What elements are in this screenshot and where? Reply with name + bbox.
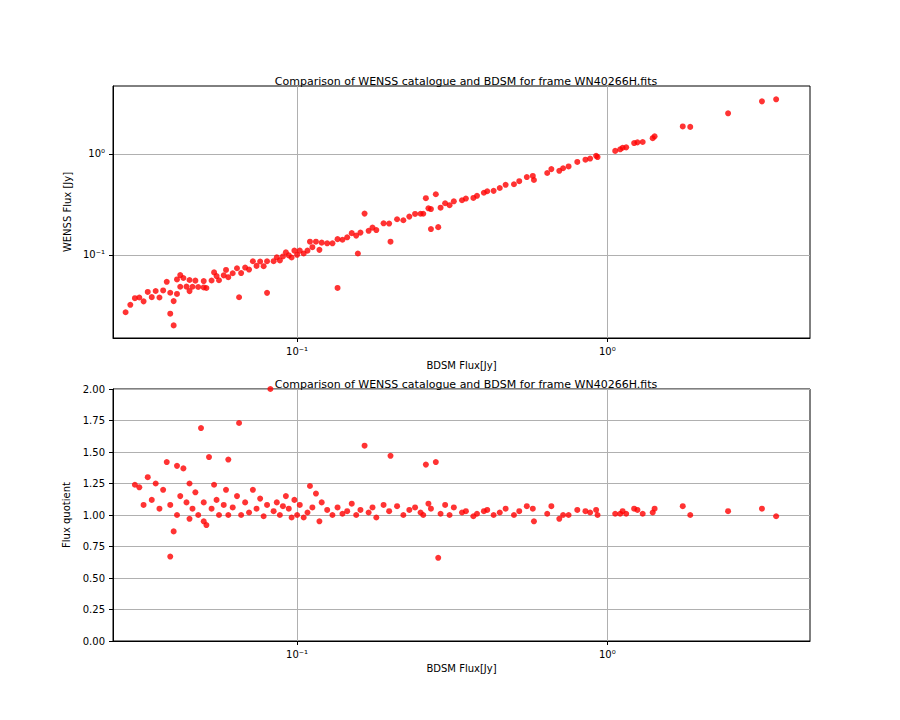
svg-text:10⁻¹: 10⁻¹ [286,346,308,357]
svg-text:10⁰: 10⁰ [88,148,105,159]
svg-text:0.75: 0.75 [83,541,105,552]
svg-text:10⁻¹: 10⁻¹ [83,249,105,260]
svg-text:BDSM Flux[Jy]: BDSM Flux[Jy] [426,663,496,674]
svg-text:WENSS Flux [Jy]: WENSS Flux [Jy] [62,172,73,252]
svg-text:BDSM Flux[Jy]: BDSM Flux[Jy] [426,360,496,371]
svg-text:1.00: 1.00 [83,510,105,521]
svg-text:10⁻¹: 10⁻¹ [286,649,308,660]
svg-text:0.50: 0.50 [83,573,105,584]
svg-text:Comparison of WENSS catalogue: Comparison of WENSS catalogue and BDSM f… [275,75,658,88]
svg-text:1.75: 1.75 [83,415,105,426]
svg-text:1.50: 1.50 [83,447,105,458]
svg-text:10⁰: 10⁰ [599,346,616,357]
svg-text:0.00: 0.00 [83,636,105,647]
svg-text:2.00: 2.00 [83,384,105,395]
svg-text:10⁰: 10⁰ [599,649,616,660]
svg-text:Flux quotient: Flux quotient [61,482,72,548]
svg-text:1.25: 1.25 [83,478,105,489]
svg-text:Comparison of WENSS catalogue: Comparison of WENSS catalogue and BDSM f… [275,378,658,391]
svg-text:0.25: 0.25 [83,604,105,615]
